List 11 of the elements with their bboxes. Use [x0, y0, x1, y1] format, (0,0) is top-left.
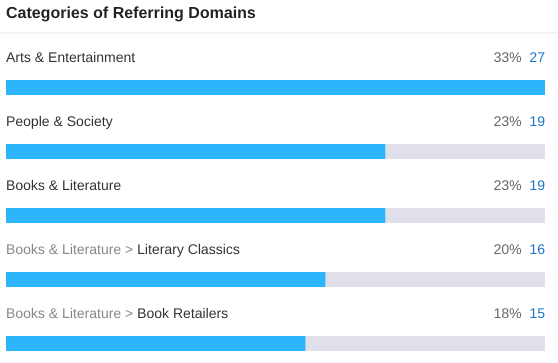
- data-label: 18% 15: [494, 305, 546, 321]
- data-label: 23% 19: [494, 177, 546, 193]
- y-tick-label: Arts & Entertainment: [6, 49, 136, 65]
- y-tick-label: Books & Literature: [6, 177, 122, 193]
- y-tick-label: Books & Literature > Book Retailers: [6, 305, 228, 321]
- data-label: 23% 19: [494, 113, 546, 129]
- data-label: 33% 27: [494, 49, 546, 65]
- chart-title: Categories of Referring Domains: [6, 5, 256, 22]
- y-tick-label: People & Society: [6, 113, 113, 129]
- y-tick-label: Books & Literature > Literary Classics: [6, 241, 240, 257]
- data-label: 20% 16: [494, 241, 546, 257]
